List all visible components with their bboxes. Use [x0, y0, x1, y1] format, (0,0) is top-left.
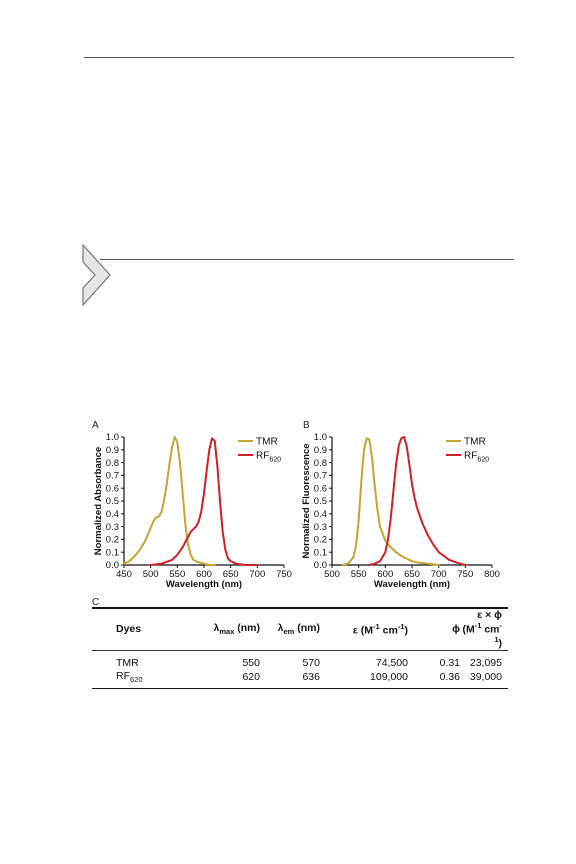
y-tick-label: 0.4 [106, 509, 119, 520]
cell-dye: RF620 [116, 669, 143, 684]
table-row: RF620 620 636 109,000 0.36 39,000 [92, 670, 508, 684]
panel-label-a: A [92, 420, 99, 431]
series-line-tmr [341, 437, 440, 566]
legend-label-rf620: RF620 [464, 451, 489, 464]
table-header-rule [92, 649, 508, 651]
panel-label-b: B [303, 420, 310, 431]
legend-label-tmr: TMR [256, 437, 278, 448]
panel-label-c: C [92, 597, 100, 608]
x-tick-label: 750 [457, 569, 473, 580]
y-axis-title: Normalized Fluorescence [301, 443, 312, 558]
cell-lambda-em: 570 [302, 657, 320, 669]
cell-quantum-yield: 0.31 [439, 657, 460, 669]
cell-lambda-max: 620 [242, 670, 260, 683]
y-tick-label: 0.1 [106, 547, 119, 558]
series-line-tmr [123, 436, 216, 566]
x-tick-label: 600 [377, 569, 393, 580]
header-dyes: Dyes [116, 623, 142, 635]
y-tick-label: 0.9 [314, 445, 327, 456]
y-tick-label: 0.3 [106, 522, 119, 533]
cell-brightness: 39,000 [469, 670, 502, 683]
y-tick-label: 0.4 [314, 509, 327, 520]
header-quantum-yield: ϕ [452, 623, 460, 635]
cell-extinction: 109,000 [370, 670, 408, 683]
legend-label-rf620: RF620 [256, 451, 281, 464]
legend-label-tmr: TMR [464, 437, 486, 448]
y-tick-label: 0.8 [106, 458, 119, 469]
y-tick-label: 0.0 [106, 560, 119, 571]
header-lambda-em: λem (nm) [277, 621, 320, 637]
series-line-rf620 [368, 436, 467, 566]
section-rule [100, 259, 514, 260]
x-axis-title: Wavelength (nm) [166, 579, 242, 590]
x-tick-label: 550 [351, 569, 367, 580]
y-axis-title: Normalized Absorbance [93, 447, 104, 555]
y-tick-label: 0.2 [314, 535, 327, 546]
cell-extinction: 74,500 [375, 657, 408, 669]
x-tick-label: 700 [249, 569, 265, 580]
y-tick-label: 1.0 [106, 432, 119, 443]
y-tick-label: 0.7 [314, 471, 327, 482]
y-tick-label: 0.7 [106, 471, 119, 482]
dye-properties-table: Dyes λmax (nm) λem (nm) ε (M-1 cm-1) ϕ ε… [92, 607, 508, 690]
y-tick-label: 0.5 [314, 496, 327, 507]
x-tick-label: 550 [169, 569, 185, 580]
y-tick-label: 0.1 [314, 547, 327, 558]
y-tick-label: 0.6 [314, 483, 327, 494]
y-tick-label: 0.3 [314, 522, 327, 533]
x-tick-label: 650 [404, 569, 420, 580]
cell-dye: TMR [116, 657, 139, 669]
table-row: TMR 550 570 74,500 0.31 23,095 [92, 657, 508, 670]
x-tick-label: 500 [143, 569, 159, 580]
x-tick-label: 450 [116, 569, 132, 580]
cell-brightness: 23,095 [469, 657, 502, 669]
table-header-row: Dyes λmax (nm) λem (nm) ε (M-1 cm-1) ϕ ε… [92, 609, 508, 650]
x-tick-label: 600 [196, 569, 212, 580]
x-tick-label: 700 [431, 569, 447, 580]
y-tick-label: 0.9 [106, 445, 119, 456]
x-axis-title: Wavelength (nm) [374, 579, 450, 590]
y-tick-label: 0.0 [314, 560, 327, 571]
header-extinction: ε (M-1 cm-1) [352, 621, 408, 637]
y-tick-label: 0.5 [106, 496, 119, 507]
x-tick-label: 800 [484, 569, 500, 580]
chevron-right-icon [82, 244, 111, 306]
fluorescence-chart: 0.0 0.10.2 0.3 0.4 0.5 0.60.7 0.8 0.9 1.0 500 550 6… [301, 432, 500, 590]
cell-quantum-yield: 0.36 [439, 670, 460, 683]
y-tick-label: 1.0 [314, 432, 327, 443]
x-tick-label: 500 [324, 569, 340, 580]
y-tick-label: 0.2 [106, 535, 119, 546]
series-line-rf620 [149, 437, 259, 566]
table-bottom-rule [92, 687, 508, 690]
x-tick-label: 750 [276, 569, 292, 580]
y-tick-label: 0.6 [106, 483, 119, 494]
cell-lambda-max: 550 [242, 657, 260, 669]
header-brightness: ε × ϕ (M-1 cm-1) [462, 608, 502, 650]
top-rule [84, 57, 514, 58]
table-top-rule [92, 607, 508, 609]
absorbance-chart: 0.0 0.10.2 0.3 0.4 0.5 0.60.7 0.8 0.9 1.0 450 500 5… [93, 432, 292, 590]
y-tick-label: 0.8 [314, 458, 327, 469]
header-lambda-max: λmax (nm) [213, 621, 260, 637]
x-tick-label: 650 [223, 569, 239, 580]
cell-lambda-em: 636 [302, 670, 320, 683]
